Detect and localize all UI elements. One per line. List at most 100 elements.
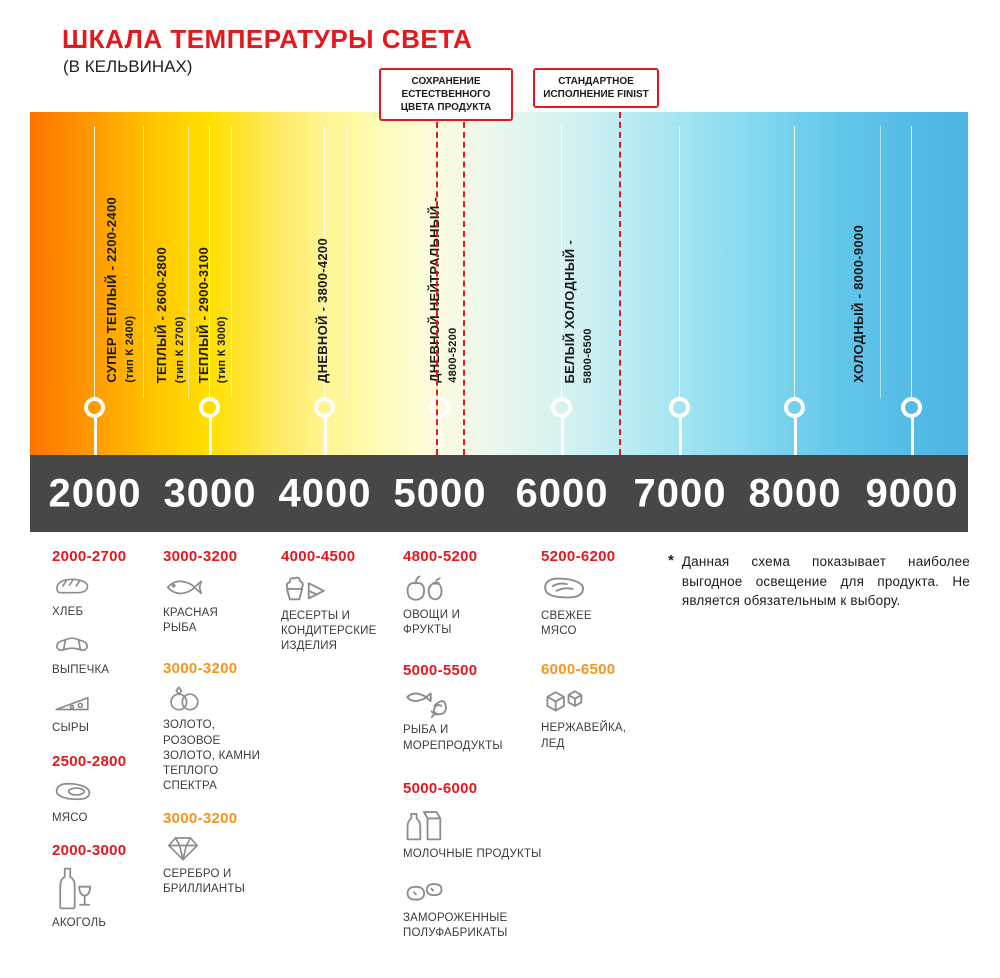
range-label: 5200-6200 xyxy=(541,548,616,565)
zone-name: ТЕПЛЫЙ - 2600-2800 xyxy=(154,246,169,383)
tick-5000: 5000 xyxy=(393,471,487,515)
frozen-food-icon xyxy=(403,874,447,907)
food-item-vegetables: ОВОЩИ И ФРУКТЫ xyxy=(403,571,543,638)
marker-stem-3000 xyxy=(208,417,212,455)
temperature-gradient-bar: СУПЕР ТЕПЛЫЙ - 2200-2400 (тип К 2400) ТЕ… xyxy=(30,112,968,455)
tick-4000: 4000 xyxy=(278,471,372,515)
zone-sub: 4800-5200 xyxy=(447,327,459,383)
dairy-icon xyxy=(403,803,443,843)
fish-icon xyxy=(163,571,205,602)
food-item-alcohol: АКОГОЛЬ xyxy=(52,865,157,931)
zone-boundary-line xyxy=(346,126,347,398)
zone-name: ХОЛОДНЫЙ - 8000-9000 xyxy=(851,225,866,383)
food-item-bread: ХЛЕБ xyxy=(52,571,157,620)
food-item-desserts: ДЕСЕРТЫ И КОНДИТЕРСКИЕ ИЗДЕЛИЯ xyxy=(281,571,399,655)
marker-dot-5000 xyxy=(429,397,450,418)
zone-name: БЕЛЫЙ ХОЛОДНЫЙ - xyxy=(562,239,577,383)
food-column-2: 3000-3200 КРАСНАЯ РЫБА 3000-3200 ЗОЛОТО,… xyxy=(163,548,273,907)
food-label: ВЫПЕЧКА xyxy=(52,664,110,677)
tick-9000: 9000 xyxy=(865,471,959,515)
vegetables-icon xyxy=(403,571,447,604)
marker-dot-9000 xyxy=(901,397,922,418)
alcohol-bottle-icon xyxy=(52,865,92,912)
steak-icon xyxy=(541,571,587,605)
gold-rings-icon xyxy=(163,683,205,714)
marker-stem-2000 xyxy=(93,417,97,455)
food-label: ЗАМОРОЖЕННЫЕ ПОЛУФАБРИКАТЫ xyxy=(403,911,508,940)
zone-label-daylight: ДНЕВНОЙ - 3800-4200 xyxy=(313,238,332,383)
kelvin-axis-bar: 2000 3000 4000 5000 6000 7000 8000 9000 xyxy=(30,455,968,532)
dashed-line-natural-color-right xyxy=(463,112,465,455)
food-label: СВЕЖЕЕ МЯСО xyxy=(541,610,592,638)
marker-dot-8000 xyxy=(784,397,805,418)
food-label: ОВОЩИ И ФРУКТЫ xyxy=(403,609,461,637)
range-label: 2000-2700 xyxy=(52,548,127,565)
bread-icon xyxy=(52,571,92,601)
cheese-icon xyxy=(52,687,92,717)
guide-line-8000 xyxy=(794,126,795,398)
range-label: 2000-3000 xyxy=(52,841,127,859)
range-label: 4000-4500 xyxy=(281,548,356,565)
marker-stem-9000 xyxy=(910,417,914,455)
food-label: МЯСО xyxy=(52,811,88,824)
food-label: СЫРЫ xyxy=(52,722,90,735)
food-item-stainless-ice: НЕРЖАВЕЙКА, ЛЕД xyxy=(541,684,659,751)
food-label: КРАСНАЯ РЫБА xyxy=(163,607,219,635)
marker-dot-2000 xyxy=(84,397,105,418)
zone-name: ДНЕВНОЙ НЕЙТРАЛЬНЫЙ - xyxy=(427,197,442,383)
zone-label-daylight-neutral: ДНЕВНОЙ НЕЙТРАЛЬНЫЙ - 4800-5200 xyxy=(425,197,462,383)
range-label: 3000-3200 xyxy=(163,548,238,565)
footnote-asterisk: * xyxy=(668,552,674,569)
zone-sub: (тип К 3000) xyxy=(216,315,228,383)
callout-finist-standard: СТАНДАРТНОЕ ИСПОЛНЕНИЕ FINIST xyxy=(533,68,659,108)
marker-stem-7000 xyxy=(678,417,682,455)
food-item-silver: СЕРЕБРО И БРИЛЛИАНТЫ xyxy=(163,833,273,897)
zone-label-cold-white: БЕЛЫЙ ХОЛОДНЫЙ - 5800-6500 xyxy=(560,240,597,383)
tick-6000: 6000 xyxy=(515,471,609,515)
guide-line-3000 xyxy=(209,126,210,398)
zone-sub: (тип К 2400) xyxy=(124,315,136,383)
dashed-line-finist xyxy=(619,112,621,455)
food-label: ХЛЕБ xyxy=(52,606,84,618)
food-label: АКОГОЛЬ xyxy=(52,916,107,929)
food-column-5: 5200-6200 СВЕЖЕЕ МЯСО 6000-6500 НЕРЖАВЕЙ… xyxy=(541,548,659,761)
range-label: 3000-3200 xyxy=(163,810,238,828)
food-label: НЕРЖАВЕЙКА, ЛЕД xyxy=(541,722,627,750)
zone-sub: 5800-6500 xyxy=(582,327,594,383)
marker-stem-5000 xyxy=(438,417,442,455)
food-item-seafood: РЫБА И МОРЕПРОДУКТЫ xyxy=(403,685,543,753)
dashed-line-natural-color-left xyxy=(436,112,438,455)
footnote: * Данная схема показывает наиболее выгод… xyxy=(668,552,970,611)
range-label: 6000-6500 xyxy=(541,661,616,679)
marker-stem-4000 xyxy=(323,417,327,455)
marker-dot-7000 xyxy=(669,397,690,418)
croissant-icon xyxy=(52,629,92,659)
callout-natural-color: СОХРАНЕНИЕ ЕСТЕСТВЕННОГО ЦВЕТА ПРОДУКТА xyxy=(379,68,513,121)
marker-dot-6000 xyxy=(551,397,572,418)
seafood-icon xyxy=(403,685,449,719)
food-item-meat: МЯСО xyxy=(52,776,157,826)
zone-boundary-line xyxy=(880,126,881,398)
zone-label-cold: ХОЛОДНЫЙ - 8000-9000 xyxy=(849,225,868,383)
food-item-pastry: ВЫПЕЧКА xyxy=(52,629,157,678)
zone-label-super-warm: СУПЕР ТЕПЛЫЙ - 2200-2400 (тип К 2400) xyxy=(102,197,139,383)
zone-boundary-line xyxy=(143,126,144,398)
food-item-dairy: МОЛОЧНЫЕ ПРОДУКТЫ xyxy=(403,803,543,862)
marker-stem-8000 xyxy=(793,417,797,455)
diamond-icon xyxy=(163,833,203,863)
zone-name: СУПЕР ТЕПЛЫЙ - 2200-2400 xyxy=(104,197,119,383)
tick-3000: 3000 xyxy=(163,471,257,515)
food-item-gold: ЗОЛОТО, РОЗОВОЕ ЗОЛОТО, КАМНИ ТЕПЛОГО СП… xyxy=(163,683,273,794)
range-label: 3000-3200 xyxy=(163,660,238,678)
food-item-fresh-meat: СВЕЖЕЕ МЯСО xyxy=(541,571,659,639)
range-label: 2500-2800 xyxy=(52,752,127,770)
tick-7000: 7000 xyxy=(633,471,727,515)
page-subtitle: (В КЕЛЬВИНАХ) xyxy=(63,57,193,76)
food-label: РЫБА И МОРЕПРОДУКТЫ xyxy=(403,724,503,752)
zone-name: ДНЕВНОЙ - 3800-4200 xyxy=(315,238,330,383)
food-item-red-fish: КРАСНАЯ РЫБА xyxy=(163,571,273,636)
guide-line-6000 xyxy=(561,126,562,398)
marker-stem-6000 xyxy=(560,417,564,455)
zone-name: ТЕПЛЫЙ - 2900-3100 xyxy=(196,246,211,383)
